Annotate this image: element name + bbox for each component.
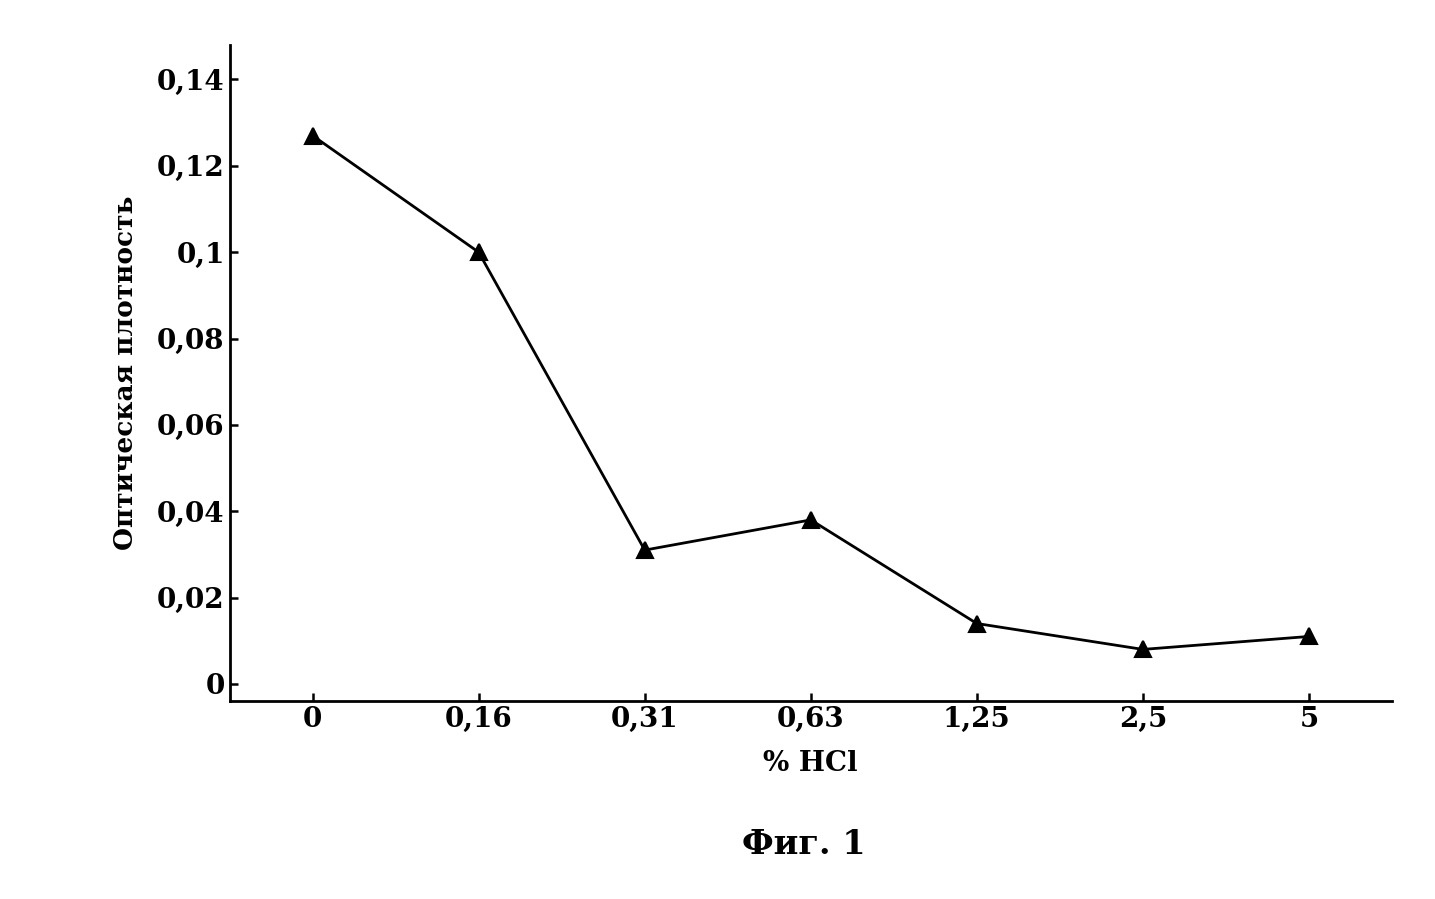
X-axis label: % HCl: % HCl bbox=[763, 750, 858, 777]
Text: Фиг. 1: Фиг. 1 bbox=[742, 828, 865, 861]
Y-axis label: Оптическая плотность: Оптическая плотность bbox=[112, 196, 138, 550]
